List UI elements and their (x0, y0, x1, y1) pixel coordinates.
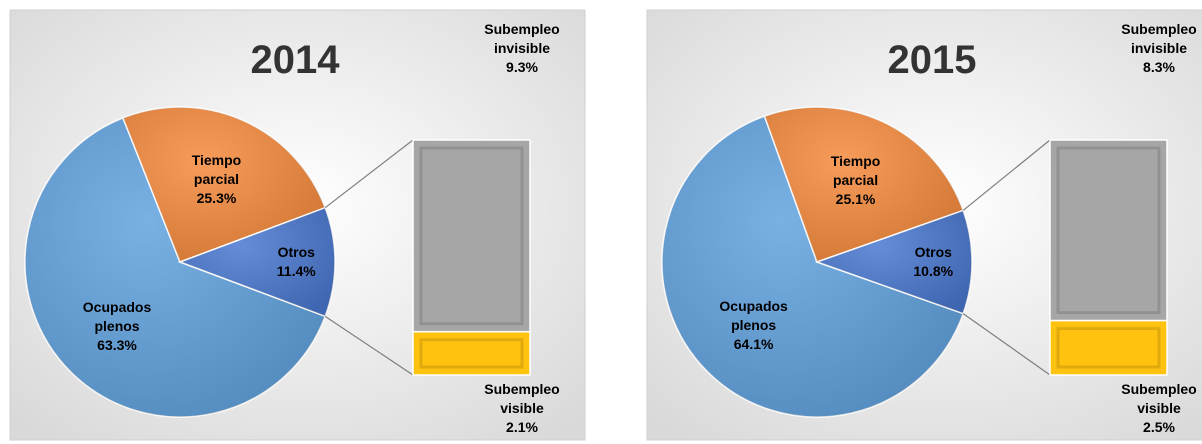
breakdown-value-label: 2.1% (506, 419, 538, 435)
breakdown-bar (1049, 139, 1168, 322)
slice-value-label: 63.3% (97, 336, 137, 353)
slice-value-label: 64.1% (733, 336, 774, 353)
slice-value-label: 11.4% (276, 263, 316, 279)
slice-label: Tiempo parcial (191, 152, 242, 188)
breakdown-label: Subempleo invisible (484, 21, 560, 56)
breakdown-label: Subempleo visible (1121, 381, 1197, 416)
pie-shade (764, 106, 964, 263)
connector-line (324, 315, 414, 376)
pie-shade (662, 116, 964, 417)
connector-line (324, 139, 414, 209)
slice-label: Otros (914, 244, 952, 260)
connector-line (962, 139, 1051, 211)
breakdown-value-label: 2.5% (1143, 419, 1175, 435)
breakdown-bevel (1056, 327, 1161, 369)
breakdown-bevel (419, 338, 524, 369)
breakdown-bar (1049, 319, 1168, 376)
pie-shade (817, 210, 972, 314)
pie-shade (180, 207, 335, 317)
slice-label: Tiempo parcial (830, 153, 881, 189)
slice-label: Ocupados plenos (82, 298, 152, 334)
breakdown-label: Subempleo visible (484, 381, 560, 416)
chart-title: 2014 (250, 38, 340, 82)
breakdown-bar (412, 330, 531, 376)
breakdown-bevel (419, 146, 524, 326)
breakdown-label: Subempleo invisible (1121, 21, 1197, 56)
breakdown-value-label: 9.3% (506, 59, 538, 75)
slice-value-label: 25.1% (835, 191, 876, 208)
slice-label: Otros (277, 244, 315, 260)
pie-shade (24, 117, 326, 418)
slice-label: Ocupados plenos (719, 298, 788, 334)
chart-title: 2015 (887, 38, 977, 82)
pie-shade (122, 107, 326, 263)
slice-value-label: 25.3% (196, 190, 237, 207)
slice-value-label: 10.8% (913, 263, 954, 279)
connector-line (962, 313, 1051, 376)
breakdown-bar (412, 139, 531, 333)
breakdown-value-label: 8.3% (1143, 59, 1175, 75)
breakdown-bevel (1056, 146, 1161, 315)
